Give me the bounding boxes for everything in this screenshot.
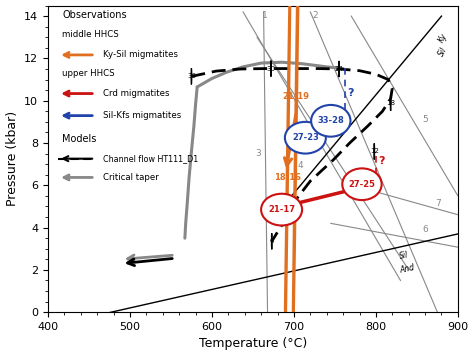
Text: Channel flow HT111_D1: Channel flow HT111_D1	[103, 154, 199, 163]
Ellipse shape	[311, 105, 350, 137]
Text: 27-25: 27-25	[348, 180, 375, 189]
Text: 6: 6	[423, 225, 428, 234]
Text: Ky: Ky	[437, 31, 449, 43]
Text: ?: ?	[378, 156, 385, 166]
Text: 33-28: 33-28	[318, 116, 344, 125]
Ellipse shape	[292, 0, 301, 356]
Text: Models: Models	[62, 134, 97, 144]
Text: Sil-Kfs migmatites: Sil-Kfs migmatites	[103, 111, 182, 120]
Text: And: And	[399, 263, 415, 275]
Text: 6: 6	[270, 238, 274, 244]
Text: Critical taper: Critical taper	[103, 173, 159, 182]
Text: upper HHCS: upper HHCS	[62, 69, 115, 78]
Text: middle HHCS: middle HHCS	[62, 30, 119, 39]
Text: 4: 4	[297, 161, 303, 171]
Text: ?: ?	[347, 89, 354, 99]
Text: Sil: Sil	[399, 251, 410, 261]
Text: Observations: Observations	[62, 10, 127, 20]
Ellipse shape	[285, 122, 326, 153]
Text: 18: 18	[386, 100, 395, 106]
Text: 27-23: 27-23	[292, 133, 319, 142]
Text: Ky-Sil migmatites: Ky-Sil migmatites	[103, 51, 178, 59]
Text: 21-19: 21-19	[283, 92, 310, 101]
Text: 24: 24	[335, 66, 343, 72]
Ellipse shape	[342, 168, 382, 200]
Circle shape	[191, 68, 192, 84]
Text: 18-16: 18-16	[274, 173, 301, 182]
Text: 12: 12	[370, 148, 379, 155]
X-axis label: Temperature (°C): Temperature (°C)	[199, 337, 307, 350]
Text: Crd migmatites: Crd migmatites	[103, 89, 170, 98]
Text: 21-17: 21-17	[268, 205, 295, 214]
Text: 7: 7	[435, 199, 441, 209]
Text: 36: 36	[187, 73, 196, 79]
Y-axis label: Pressure (kbar): Pressure (kbar)	[6, 111, 18, 206]
Text: Sil: Sil	[437, 46, 449, 58]
Text: 1: 1	[262, 11, 268, 20]
Text: 5: 5	[423, 115, 428, 124]
Ellipse shape	[283, 0, 292, 356]
Ellipse shape	[261, 194, 302, 225]
Text: 3: 3	[255, 149, 261, 158]
Text: 30: 30	[266, 66, 275, 72]
Text: 2: 2	[312, 11, 318, 20]
